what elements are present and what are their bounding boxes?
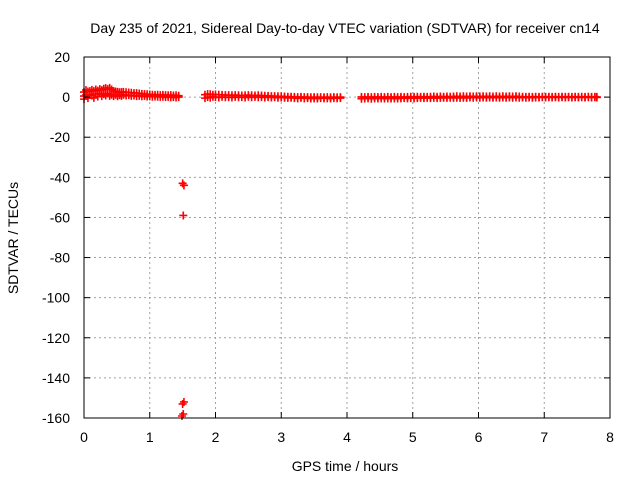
x-tick-label: 8 [606, 429, 614, 445]
x-tick-labels: 0 1 2 3 4 5 6 7 8 [80, 429, 614, 445]
y-tick-label: 20 [54, 49, 70, 65]
x-tick-label: 0 [80, 429, 88, 445]
tick-marks [83, 56, 611, 419]
y-tick-label: 0 [62, 89, 70, 105]
y-tick-label: -160 [42, 410, 70, 426]
y-tick-label: -20 [50, 129, 70, 145]
chart-title: Day 235 of 2021, Sidereal Day-to-day VTE… [90, 20, 600, 36]
x-tick-label: 4 [343, 429, 351, 445]
y-axis-label: SDTVAR / TECUs [5, 182, 21, 294]
data-point [179, 409, 188, 418]
x-tick-label: 5 [409, 429, 417, 445]
grid-lines [84, 57, 610, 418]
y-tick-labels: 20 0 -20 -40 -60 -80 -100 -120 -140 -160 [42, 49, 70, 426]
y-tick-label: -100 [42, 290, 70, 306]
data-point [179, 211, 188, 220]
data-point [174, 93, 183, 102]
y-tick-label: -120 [42, 330, 70, 346]
data-point [179, 181, 188, 190]
x-tick-label: 6 [475, 429, 483, 445]
y-tick-label: -40 [50, 169, 70, 185]
x-tick-label: 2 [212, 429, 220, 445]
x-tick-label: 3 [277, 429, 285, 445]
y-tick-label: -140 [42, 370, 70, 386]
data-point [179, 397, 188, 406]
y-tick-label: -60 [50, 209, 70, 225]
data-points [80, 83, 601, 420]
y-tick-label: -80 [50, 250, 70, 266]
data-point [336, 94, 345, 103]
x-axis-label: GPS time / hours [292, 458, 399, 474]
data-point [592, 93, 601, 102]
x-tick-label: 7 [540, 429, 548, 445]
x-tick-label: 1 [146, 429, 154, 445]
